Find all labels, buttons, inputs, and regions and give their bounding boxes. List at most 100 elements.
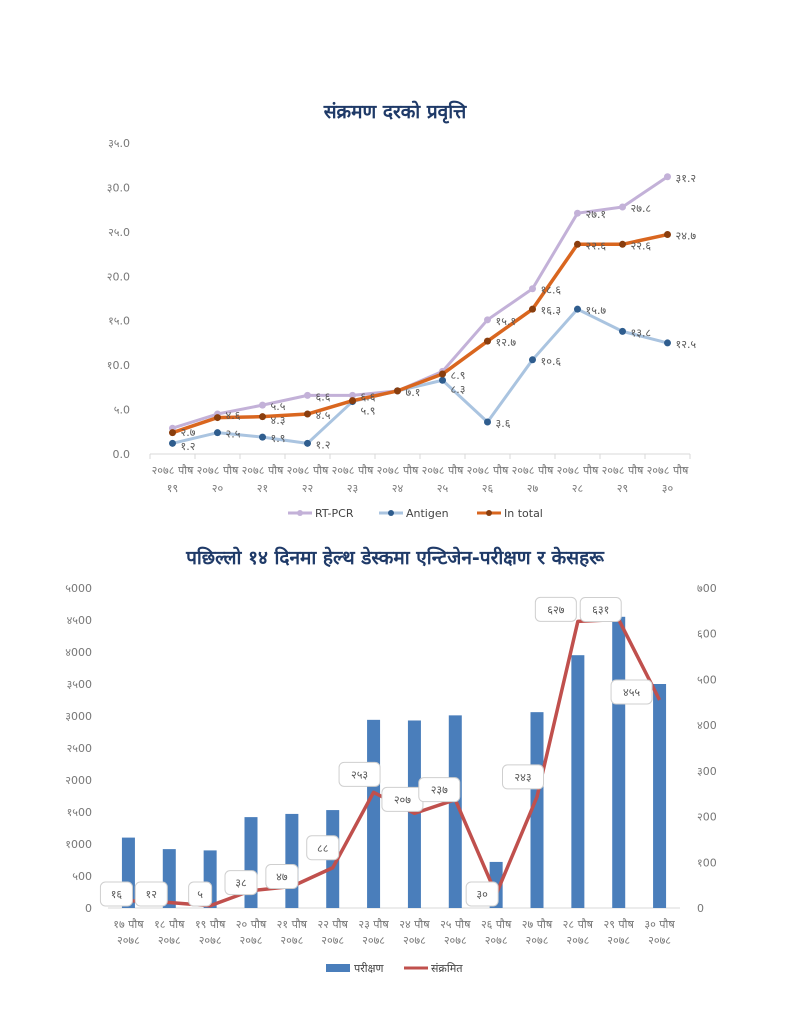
data-point xyxy=(664,173,671,181)
data-label: ४.५ xyxy=(316,409,331,422)
y-right-tick-label: 0 xyxy=(697,902,704,915)
legend-marker xyxy=(297,510,303,516)
data-label: १२ xyxy=(146,888,157,901)
data-point xyxy=(304,410,311,418)
legend-label: RT-PCR xyxy=(315,507,354,520)
y-tick-label: 0.0 xyxy=(113,448,131,461)
x-tick-label: २० पौष xyxy=(236,918,267,931)
y-right-tick-label: १00 xyxy=(697,856,717,869)
data-label: २४३ xyxy=(514,771,531,784)
x-tick-label: २०७८ xyxy=(526,934,549,947)
data-label: १.२ xyxy=(181,440,196,453)
y-tick-label: १0.0 xyxy=(107,359,130,372)
y-tick-label: २0.0 xyxy=(107,270,130,283)
data-label-box xyxy=(418,777,461,803)
x-tick-label: २९ पौष xyxy=(604,918,635,931)
data-point xyxy=(304,439,311,447)
data-label: ५ xyxy=(197,888,203,901)
x-tick-label: ३० पौष xyxy=(644,918,675,931)
data-label: ३.६ xyxy=(496,417,511,430)
x-tick-label: २९ xyxy=(617,482,628,495)
data-label: २.५ xyxy=(226,428,241,441)
data-label: १०.६ xyxy=(541,355,562,368)
y-right-tick-label: ४00 xyxy=(697,719,717,732)
chart-title: संक्रमण दरको प्रवृत्ति xyxy=(323,100,467,124)
data-label: १.२ xyxy=(316,438,331,451)
data-point xyxy=(484,316,491,324)
data-point xyxy=(574,305,581,313)
x-tick-label: २०७८ xyxy=(240,934,263,947)
x-tick-label: २०७८ पौष xyxy=(422,464,464,477)
x-tick-label: २०७८ xyxy=(280,934,303,947)
data-label: १६ xyxy=(111,888,123,901)
x-tick-label: २०७८ पौष xyxy=(242,464,284,477)
y-tick-label: ५.0 xyxy=(114,404,130,417)
data-label: ६३१ xyxy=(592,604,609,617)
x-tick-label: २०७८ xyxy=(362,934,385,947)
x-tick-label: २६ xyxy=(482,482,494,495)
y-tick-label: १५.0 xyxy=(108,315,130,328)
chart-title: पछिल्लो १४ दिनमा हेल्थ डेस्कमा एन्टिजेन-… xyxy=(185,546,605,569)
x-tick-label: २८ पौष xyxy=(563,918,594,931)
x-tick-label: २०७८ xyxy=(648,934,671,947)
x-tick-label: २०७८ xyxy=(485,934,508,947)
x-tick-label: २०७८ पौष xyxy=(557,464,599,477)
data-label: ८.९ xyxy=(451,369,466,382)
y-left-tick-label: १000 xyxy=(65,838,92,851)
y-left-tick-label: ३५00 xyxy=(67,678,92,691)
x-tick-label: १८ पौष xyxy=(154,918,185,931)
data-point xyxy=(439,370,446,378)
data-label-box xyxy=(134,881,168,907)
y-left-tick-label: ४000 xyxy=(65,646,92,659)
x-tick-label: २०७८ पौष xyxy=(197,464,239,477)
x-tick-label: २४ पौष xyxy=(399,918,430,931)
y-left-tick-label: ३000 xyxy=(65,710,92,723)
x-tick-label: २७ xyxy=(527,482,539,495)
y-right-tick-label: ७00 xyxy=(697,582,717,595)
x-tick-label: २३ xyxy=(347,482,358,495)
x-tick-label: १७ पौष xyxy=(113,918,144,931)
data-label-box xyxy=(188,881,213,907)
bar xyxy=(612,616,626,908)
data-point xyxy=(214,414,221,422)
data-point xyxy=(259,413,266,421)
x-tick-label: २५ xyxy=(437,482,449,495)
data-point xyxy=(574,209,581,217)
x-tick-label: २२ xyxy=(302,482,313,495)
data-label: ४५५ xyxy=(623,686,640,699)
data-label-box xyxy=(338,761,381,787)
data-label: १२.७ xyxy=(496,336,517,349)
y-left-tick-label: 0 xyxy=(85,902,92,915)
data-label: १६.३ xyxy=(541,304,562,317)
legend-label: परीक्षण xyxy=(354,962,384,975)
legend-marker xyxy=(486,510,492,516)
series-line-in-total xyxy=(171,232,668,435)
data-label-box xyxy=(265,864,299,890)
data-point xyxy=(664,231,671,239)
data-point xyxy=(259,433,266,441)
x-tick-label: २०७८ xyxy=(158,934,181,947)
x-tick-label: १९ पौष xyxy=(195,918,226,931)
y-right-tick-label: ५00 xyxy=(697,673,717,686)
x-tick-label: २३ पौष xyxy=(358,918,389,931)
data-point xyxy=(169,429,176,437)
data-label: २२.६ xyxy=(631,239,652,252)
x-tick-label: २०७८ xyxy=(403,934,426,947)
y-left-tick-label: ५00 xyxy=(72,870,92,883)
y-right-tick-label: ३00 xyxy=(697,765,717,778)
data-point xyxy=(619,240,626,248)
data-label: ४.३ xyxy=(271,414,286,427)
data-point xyxy=(439,376,446,384)
x-tick-label: २४ xyxy=(392,482,404,495)
data-label: ४७ xyxy=(276,871,288,884)
data-point xyxy=(214,429,221,437)
x-tick-label: २१ पौष xyxy=(277,918,308,931)
x-tick-label: २०७८ पौष xyxy=(647,464,689,477)
data-label: ५.५ xyxy=(271,400,286,413)
bar xyxy=(448,715,462,908)
data-label: ५.९ xyxy=(361,404,376,417)
y-right-tick-label: ६00 xyxy=(697,628,717,641)
y-left-tick-label: ५000 xyxy=(65,582,92,595)
data-point xyxy=(349,391,356,399)
